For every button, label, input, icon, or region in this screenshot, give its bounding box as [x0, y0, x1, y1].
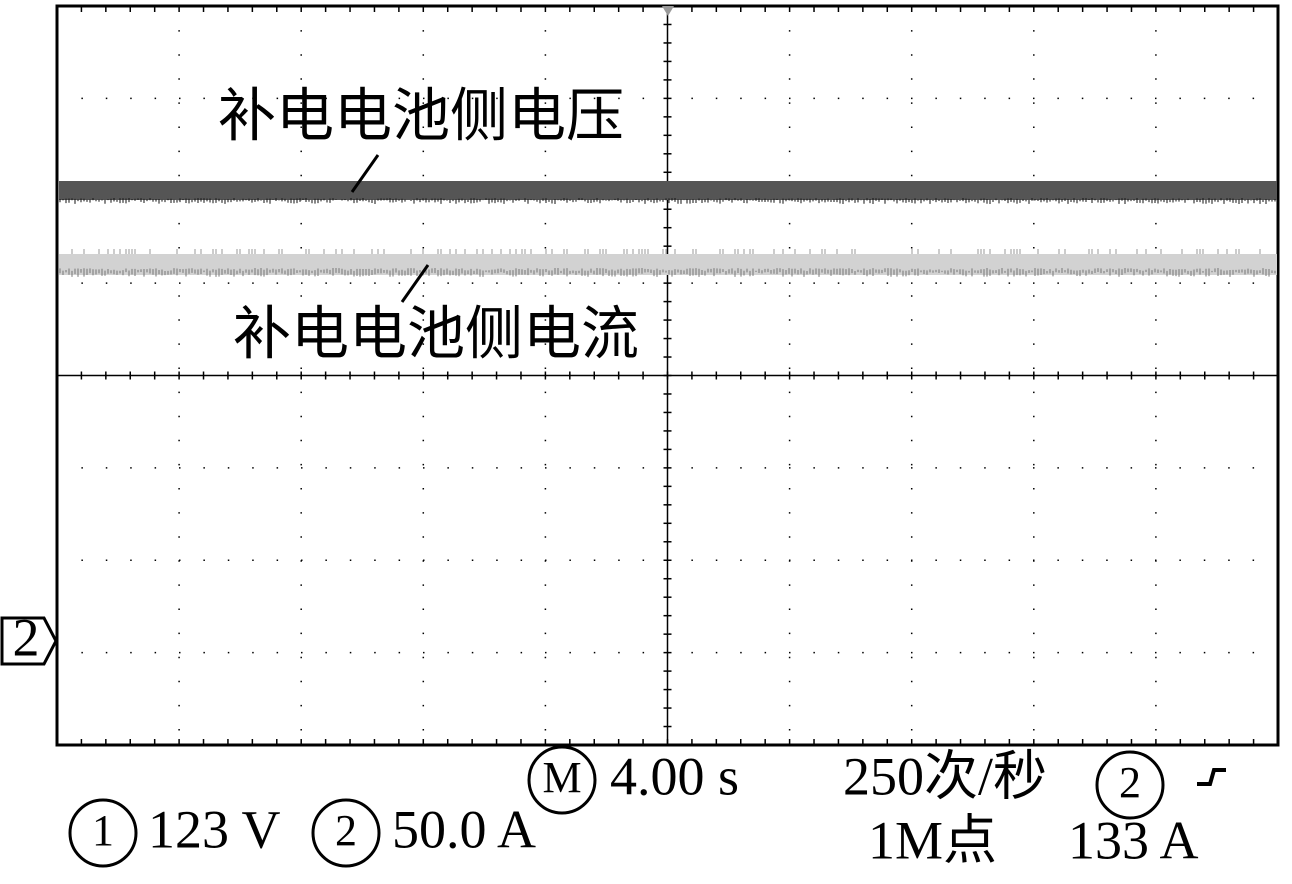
voltage-leader [350, 154, 380, 193]
trace-noise [59, 198, 1276, 277]
ch2-scale: 50.0 A [392, 799, 536, 859]
channel-2-marker: 2 [13, 607, 40, 667]
ch1-scale: 123 V [148, 799, 281, 859]
acquisition-rate: 250次/秒 [843, 746, 1047, 806]
ch2-circle [311, 798, 381, 868]
trigger-channel: 2 [1119, 758, 1141, 807]
ch1-circle [68, 798, 138, 868]
current-leader [400, 264, 430, 303]
ch1-marker: 1 [92, 806, 114, 855]
channel-2-marker-box [0, 616, 58, 666]
timebase: 4.00 s [610, 746, 739, 806]
voltage-trace [59, 181, 1277, 200]
timebase-marker: M [542, 753, 581, 802]
timebase-circle [527, 745, 597, 815]
record-length: 1M点 [868, 810, 997, 870]
voltage-label: 补电电池侧电压 [218, 83, 624, 148]
current-label: 补电电池侧电流 [233, 301, 639, 366]
ch2-marker: 2 [335, 806, 357, 855]
trigger-edge-icon [1197, 768, 1226, 786]
trigger-channel-circle [1095, 750, 1165, 820]
current-trace [59, 254, 1277, 275]
trigger-level: 133 A [1068, 810, 1199, 870]
trigger-position-marker [662, 6, 674, 16]
